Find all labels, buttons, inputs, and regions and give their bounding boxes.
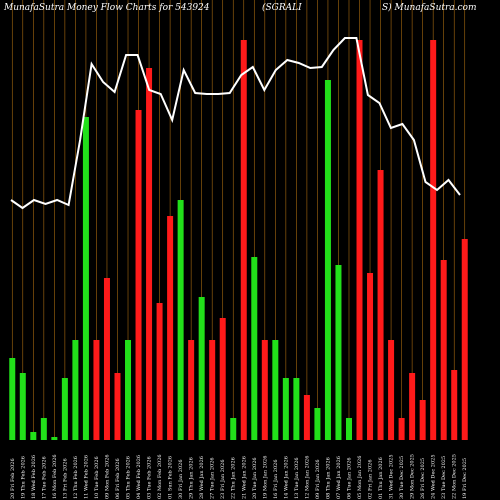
bar [440, 260, 447, 440]
x-tick-label: 19 Thu Feb 2026 [20, 456, 26, 499]
bar [345, 418, 352, 440]
x-tick-label: 30 Tue Dec 2025 [399, 456, 405, 499]
bar [314, 408, 321, 440]
bar [146, 68, 153, 440]
bar [156, 303, 163, 440]
bar [303, 395, 310, 440]
bar [61, 378, 68, 440]
bar [30, 432, 37, 440]
bar [209, 340, 216, 440]
bar [293, 378, 300, 440]
x-tick-label: 17 Tue Feb 2026 [41, 456, 47, 499]
x-tick-label: 16 Mon Feb 2026 [52, 454, 58, 499]
bar [335, 265, 342, 440]
x-tick-label: 09 Fri Jan 2026 [315, 459, 321, 499]
bar [398, 418, 405, 440]
x-tick-label: 26 Fri Dec 2025 [420, 458, 426, 499]
x-tick-label: 20 Fri Feb 2026 [10, 458, 16, 499]
bar [188, 340, 195, 440]
header-left-text: MunafaSutra Money Flow Charts for 543924 [3, 3, 210, 13]
x-tick-label: 02 Fri Jan 2026 [368, 459, 374, 499]
bar [251, 257, 258, 440]
x-tick-label: 23 Fri Jan 2026 [220, 459, 226, 499]
bar [103, 278, 110, 440]
x-tick-label: 21 Wed Jan 2026 [241, 456, 247, 499]
x-tick-label: 06 Fri Feb 2026 [115, 458, 121, 499]
x-tick-label: 05 Thu Feb 2026 [126, 456, 132, 499]
bar [19, 373, 26, 440]
x-tick-label: 11 Wed Feb 2026 [83, 455, 89, 499]
bar [261, 340, 268, 440]
bar [167, 216, 174, 440]
x-tick-label: 13 Tue Jan 2026 [294, 457, 300, 499]
bar [240, 40, 247, 440]
x-tick-label: 29 Thu Jan 2026 [189, 457, 195, 499]
x-tick-label: 02 Mon Feb 2026 [157, 454, 163, 499]
x-tick-label: 01 Sun Feb 2026 [168, 456, 174, 499]
bar [388, 340, 395, 440]
x-tick-label: 08 Thu Jan 2026 [325, 457, 331, 499]
bar [93, 340, 100, 440]
x-tick-label: 31 Wed Dec 2025 [389, 454, 395, 499]
x-tick-label: 03 Tue Feb 2026 [147, 456, 153, 499]
bar [272, 340, 279, 440]
bar [9, 358, 16, 440]
x-tick-label: 24 Wed Dec 2025 [431, 454, 437, 499]
x-tick-label: 06 Tue Jan 2026 [346, 457, 352, 499]
x-tick-label: 19 Mon Jan 2026 [262, 456, 268, 499]
bar [40, 418, 47, 440]
x-tick-label: 12 Thu Feb 2026 [73, 456, 79, 499]
x-tick-label: 22 Thu Jan 2026 [231, 457, 237, 499]
x-tick-label: 30 Fri Jan 2026 [178, 459, 184, 499]
line-series [10, 37, 461, 210]
bar [114, 373, 121, 440]
bar [198, 297, 205, 440]
x-tick-label: 10 Tue Feb 2026 [94, 456, 100, 499]
x-tick-label: 05 Mon Jan 2026 [357, 456, 363, 499]
x-tick-label: 14 Wed Jan 2026 [283, 456, 289, 499]
bar [82, 117, 89, 440]
line-path [10, 37, 461, 210]
x-tick-label: 16 Fri Jan 2026 [273, 459, 279, 499]
bar [135, 110, 142, 440]
bar [282, 378, 289, 440]
bar [430, 40, 437, 440]
x-tick-label: 20 Tue Jan 2026 [252, 457, 258, 499]
header-right-text: S) MunafaSutra.com [382, 2, 477, 13]
bar [125, 340, 132, 440]
bar [177, 200, 184, 440]
bar [409, 373, 416, 440]
x-tick-label: 28 Wed Jan 2026 [199, 456, 205, 499]
bar [367, 273, 374, 440]
bar [219, 318, 226, 440]
x-tick-label: 07 Wed Jan 2026 [336, 456, 342, 499]
x-tick-label: 18 Wed Feb 2026 [31, 455, 37, 499]
x-tick-label: 13 Fri Feb 2026 [62, 458, 68, 499]
bar [451, 370, 458, 440]
x-tick-label: 22 Mon Dec 2025 [452, 454, 458, 499]
bar [324, 80, 331, 440]
x-tick-label: 29 Mon Dec 2025 [410, 454, 416, 499]
bar [230, 418, 237, 440]
header-mid-text: (SGRALI [262, 2, 302, 13]
x-tick-label: 19 Fri Dec 2025 [462, 458, 468, 499]
bar-series [9, 40, 468, 440]
x-tick-label: 09 Mon Feb 2026 [104, 454, 110, 499]
bar [419, 400, 426, 440]
x-tick-label: 27 Tue Jan 2026 [210, 457, 216, 499]
x-tick-label: 12 Mon Jan 2026 [304, 456, 310, 499]
bar [461, 239, 468, 440]
x-axis-tick-labels: 20 Fri Feb 2026 19 Thu Feb 2026 18 Wed Feb… [10, 454, 468, 499]
x-tick-label: 01 Thu Jan 2026 [378, 457, 384, 499]
x-tick-label: 23 Tue Dec 2025 [441, 456, 447, 499]
bar [356, 40, 363, 440]
bar [51, 437, 58, 440]
bar [377, 170, 384, 440]
x-tick-label: 04 Wed Feb 2026 [136, 455, 142, 499]
bar [72, 340, 79, 440]
